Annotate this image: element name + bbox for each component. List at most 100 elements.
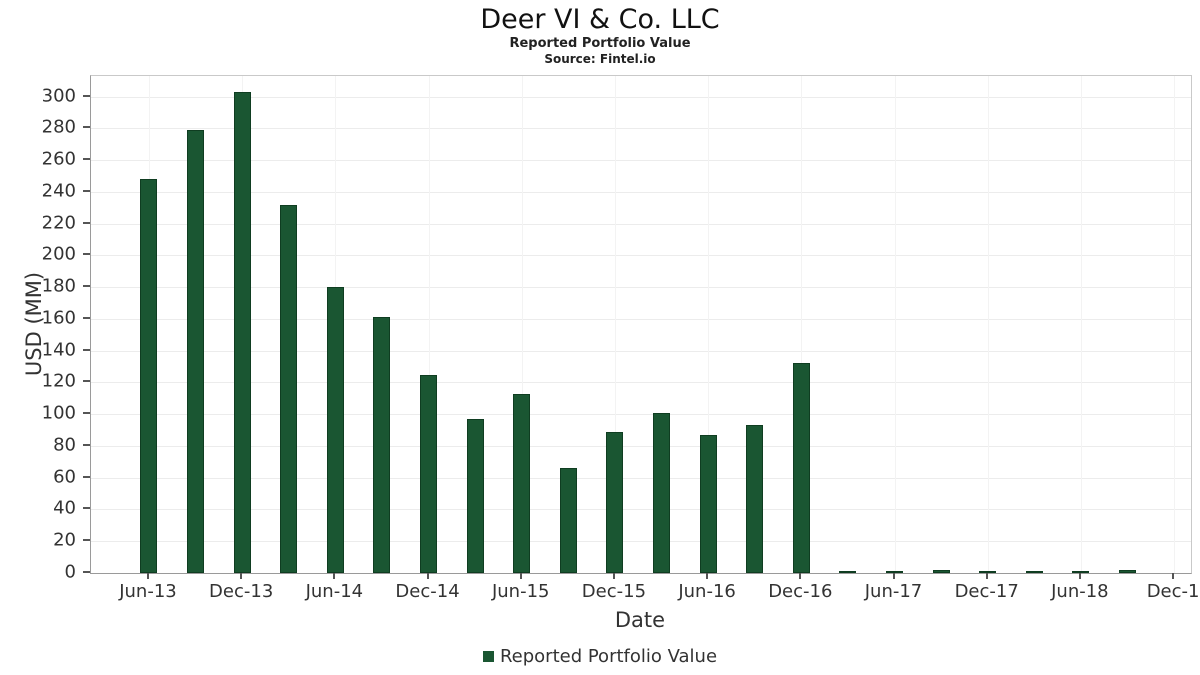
y-tick-label: 0	[64, 561, 76, 583]
y-tick-mark	[83, 158, 90, 161]
gridline	[91, 541, 1191, 543]
y-tick-label: 300	[41, 85, 76, 107]
x-tick-mark	[426, 573, 429, 579]
gridline	[91, 287, 1191, 289]
gridline	[91, 223, 1191, 225]
y-tick-mark	[83, 189, 90, 192]
y-tick-label: 240	[41, 180, 76, 202]
x-tick-mark	[240, 573, 243, 579]
bar-Mar-16	[653, 412, 671, 573]
legend-marker-icon	[482, 650, 494, 662]
x-tick-label: Dec-17	[954, 581, 1019, 602]
bar-Jun-18	[1072, 570, 1090, 573]
gridline	[91, 477, 1191, 479]
gridline	[521, 76, 523, 573]
bar-Dec-16	[792, 363, 810, 573]
y-tick-label: 180	[41, 275, 76, 297]
x-tick-mark	[799, 573, 802, 579]
gridline	[987, 76, 989, 573]
y-tick-mark	[83, 443, 90, 446]
bar-Jun-16	[699, 434, 717, 573]
gridline	[708, 76, 710, 573]
y-tick-mark	[83, 316, 90, 319]
gridline	[91, 191, 1191, 193]
y-tick-label: 220	[41, 212, 76, 234]
y-tick-mark	[83, 348, 90, 351]
y-tick-label: 20	[53, 529, 76, 551]
x-axis-label: Date	[614, 608, 666, 632]
bar-Sep-18	[1118, 569, 1136, 573]
gridline	[91, 414, 1191, 416]
bar-Sep-14	[373, 317, 391, 573]
y-tick-mark	[83, 475, 90, 478]
x-tick-label: Dec-13	[209, 581, 274, 602]
bar-Jun-17	[886, 570, 903, 573]
bar-Dec-13	[233, 91, 251, 573]
x-tick-mark	[333, 573, 336, 579]
gridline	[91, 160, 1191, 162]
y-tick-mark	[83, 539, 90, 542]
bar-Mar-18	[1025, 570, 1043, 573]
x-tick-mark	[1078, 573, 1081, 579]
y-tick-label: 200	[41, 243, 76, 265]
gridline	[428, 76, 430, 573]
bar-Sep-13	[187, 130, 205, 573]
x-tick-label: Jun-16	[678, 581, 736, 602]
x-tick-label: Dec-14	[395, 581, 460, 602]
y-tick-label: 40	[53, 497, 76, 519]
x-tick-mark	[706, 573, 709, 579]
legend-label: Reported Portfolio Value	[499, 646, 718, 667]
x-tick-label: Dec-1	[1146, 581, 1200, 602]
y-tick-mark	[83, 253, 90, 256]
chart-title: Deer VI & Co. LLC	[480, 4, 720, 35]
bar-Jun-14	[326, 287, 344, 573]
bar-Jun-15	[513, 393, 531, 573]
bar-Dec-17	[979, 570, 997, 573]
bar-Mar-15	[466, 418, 484, 573]
legend: Reported Portfolio Value	[0, 646, 1200, 667]
y-axis-ticks: 0 20 40 60 80 100 120 140 160 180 200 220 240 260 280 3…	[0, 75, 90, 583]
x-tick-mark	[892, 573, 895, 579]
x-tick-label: Dec-15	[581, 581, 647, 602]
x-tick-mark	[985, 573, 988, 579]
x-tick-label: Jun-17	[864, 581, 923, 602]
y-tick-mark	[83, 126, 90, 129]
bar-Sep-16	[746, 425, 764, 573]
bar-Sep-17	[932, 569, 950, 573]
y-tick-label: 160	[41, 307, 76, 329]
chart-source: Source: Fintel.io	[544, 52, 656, 66]
x-tick-mark	[146, 573, 149, 579]
gridline	[91, 382, 1191, 384]
y-tick-label: 100	[41, 402, 76, 424]
x-tick-mark	[519, 573, 522, 579]
y-tick-label: 60	[53, 466, 76, 488]
gridline	[91, 509, 1191, 511]
x-tick-label: Jun-15	[491, 581, 550, 602]
bar-Dec-15	[606, 431, 624, 573]
y-tick-label: 280	[41, 116, 76, 138]
y-tick-label: 260	[41, 148, 76, 170]
x-tick-mark	[1172, 573, 1175, 579]
gridline	[801, 76, 803, 573]
gridline	[91, 445, 1191, 447]
gridline	[91, 96, 1191, 98]
x-tick-label: Jun-14	[305, 581, 364, 602]
y-tick-mark	[83, 221, 90, 224]
chart-subtitle: Reported Portfolio Value	[509, 36, 691, 51]
bar-Sep-15	[559, 468, 577, 573]
bar-Mar-14	[280, 204, 298, 573]
bar-Dec-14	[420, 374, 438, 573]
x-tick-mark	[612, 573, 615, 579]
y-tick-mark	[83, 285, 90, 288]
bar-Mar-17	[839, 571, 857, 573]
gridline	[614, 76, 616, 573]
gridline	[1080, 76, 1082, 573]
x-axis-ticks: Jun-13 Dec-13 Jun-14 Dec-14 Jun-15 Dec-15 Jun-…	[90, 573, 1200, 603]
gridline	[91, 350, 1191, 352]
gridline	[894, 76, 896, 573]
gridline	[91, 128, 1191, 130]
y-tick-mark	[83, 571, 90, 573]
gridline	[91, 318, 1191, 320]
x-tick-label: Dec-16	[768, 581, 833, 602]
y-tick-label: 120	[41, 370, 76, 392]
